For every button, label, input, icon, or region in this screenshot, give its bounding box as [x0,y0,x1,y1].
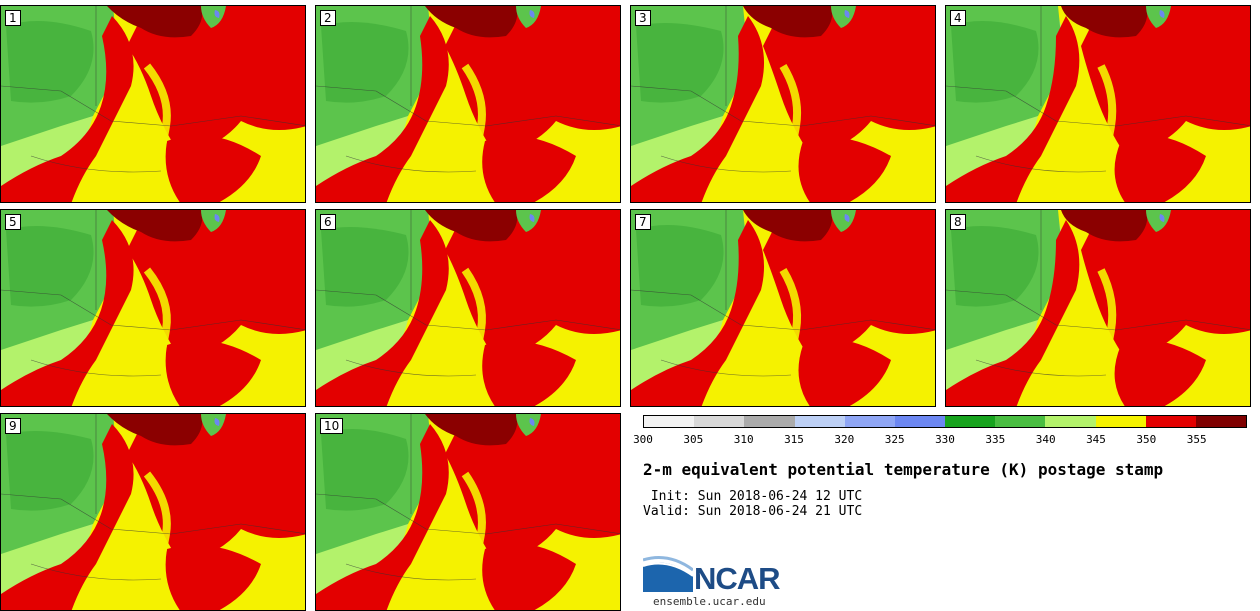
panel-number-label: 2 [320,10,336,26]
valid-time: Valid: Sun 2018-06-24 21 UTC [643,504,863,519]
colorbar-segment [945,416,996,427]
colorbar [643,415,1247,428]
ncar-logo-icon [643,556,693,592]
colorbar-tick-label: 350 [1136,433,1157,446]
colorbar-segment [995,416,1046,427]
panel-number-label: 6 [320,214,336,230]
website-link[interactable]: ensemble.ucar.edu [653,595,766,608]
panel-number-label: 1 [5,10,21,26]
panel-number-label: 5 [5,214,21,230]
ensemble-member-panel: 3 [630,5,936,203]
colorbar-segment [1145,416,1196,427]
ensemble-member-panel: 8 [945,209,1251,407]
map-field [946,6,1250,202]
colorbar-tick-label: 310 [733,433,754,446]
colorbar-tick-label: 305 [683,433,704,446]
colorbar-segment [894,416,946,427]
ensemble-member-panel: 9 [0,413,306,611]
map-field [631,210,935,406]
colorbar-segment [844,416,895,427]
panel-number-label: 10 [320,418,344,434]
panel-number-label: 7 [635,214,651,230]
colorbar-tick-label: 320 [834,433,855,446]
ensemble-member-panel: 10 [315,413,621,611]
colorbar-tick-label: 330 [935,433,955,446]
colorbar-tick-label: 315 [784,433,804,446]
figure-title: 2-m equivalent potential temperature (K)… [643,460,1164,479]
ncar-logo-text: NCAR [694,561,781,596]
map-field [1,6,305,202]
panel-number-label: 4 [950,10,966,26]
colorbar-segment [1095,416,1146,427]
map-field [316,414,620,610]
ensemble-member-panel: 5 [0,209,306,407]
colorbar-tick-label: 325 [884,433,905,446]
panel-number-label: 8 [950,214,966,230]
colorbar-tick-label: 340 [1035,433,1056,446]
map-field [1,414,305,610]
colorbar-segment [744,416,795,427]
map-field [316,6,620,202]
ensemble-member-panel: 1 [0,5,306,203]
ensemble-member-panel: 2 [315,5,621,203]
colorbar-segment [794,416,845,427]
colorbar-tick-label: 345 [1086,433,1106,446]
colorbar-segment [1045,416,1096,427]
map-field [1,210,305,406]
init-time: Init: Sun 2018-06-24 12 UTC [643,489,863,504]
map-field [946,210,1250,406]
ensemble-member-panel: 6 [315,209,621,407]
colorbar-segment [1195,416,1247,427]
colorbar-tick-label: 355 [1186,433,1207,446]
map-field [316,210,620,406]
panel-number-label: 9 [5,418,21,434]
colorbar-tick-label: 300 [633,433,653,446]
panel-number-label: 3 [635,10,651,26]
map-field [631,6,935,202]
ensemble-member-panel: 7 [630,209,936,407]
colorbar-tick-label: 335 [985,433,1006,446]
colorbar-segment [694,416,745,427]
colorbar-segment [644,416,695,427]
ensemble-member-panel: 4 [945,5,1251,203]
